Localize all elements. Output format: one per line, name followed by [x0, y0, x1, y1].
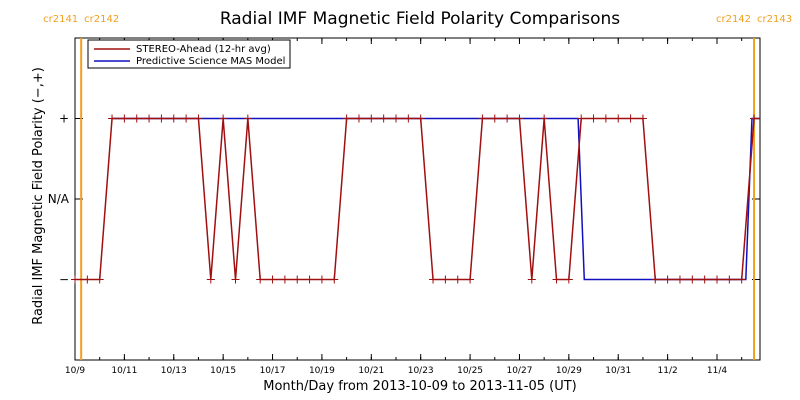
- x-tick-label: 11/2: [658, 366, 678, 376]
- x-tick-label: 10/15: [210, 366, 236, 376]
- y-axis-ticks: − N/A +: [48, 112, 760, 287]
- data-point-stereo: [750, 114, 759, 123]
- data-point-stereo: [713, 275, 721, 284]
- carrington-label-left: cr2142: [716, 14, 751, 25]
- data-point-stereo: [256, 275, 265, 284]
- data-point-stereo: [675, 275, 684, 284]
- carrington-label-left: cr2141: [43, 14, 78, 25]
- data-point-stereo: [478, 114, 487, 123]
- x-tick-label: 10/29: [556, 366, 582, 376]
- data-point-stereo: [540, 114, 549, 123]
- data-point-stereo: [71, 275, 79, 284]
- data-point-stereo: [441, 275, 450, 284]
- legend-label-mas: Predictive Science MAS Model: [136, 56, 285, 67]
- data-point-stereo: [379, 114, 388, 123]
- data-point-stereo: [194, 114, 203, 123]
- data-point-stereo: [404, 114, 413, 123]
- chart-title: Radial IMF Magnetic Field Polarity Compa…: [220, 9, 620, 29]
- data-point-stereo: [552, 275, 561, 284]
- x-axis-label: Month/Day from 2013-10-09 to 2013-11-05 …: [263, 379, 576, 394]
- data-point-stereo: [95, 275, 104, 284]
- x-tick-label: 10/13: [161, 366, 187, 376]
- data-point-stereo: [429, 275, 438, 284]
- x-tick-label: 10/11: [111, 366, 137, 376]
- data-point-stereo: [317, 275, 326, 284]
- data-point-stereo: [342, 114, 351, 123]
- data-point-stereo: [577, 114, 586, 123]
- data-point-stereo: [132, 114, 141, 123]
- data-point-stereo: [737, 275, 746, 284]
- data-point-stereo: [145, 114, 154, 123]
- x-tick-label: 10/17: [260, 366, 286, 376]
- data-point-stereo: [120, 114, 129, 123]
- data-point-stereo: [453, 275, 462, 284]
- series-layer: [71, 114, 760, 284]
- x-tick-label: 10/27: [506, 366, 532, 376]
- data-point-stereo: [108, 114, 117, 123]
- data-point-stereo: [416, 114, 425, 123]
- x-tick-label: 11/4: [707, 366, 727, 376]
- data-point-stereo: [515, 114, 524, 123]
- data-point-stereo: [503, 114, 512, 123]
- plot-frame: [74, 37, 761, 361]
- data-point-stereo: [626, 114, 635, 123]
- data-point-stereo: [589, 114, 598, 123]
- x-tick-label: 10/25: [457, 366, 483, 376]
- data-point-stereo: [182, 114, 191, 123]
- data-point-stereo: [330, 275, 339, 284]
- data-point-stereo: [564, 275, 573, 284]
- y-tick-label: +: [59, 112, 69, 126]
- data-point-stereo: [466, 275, 475, 284]
- data-point-stereo: [651, 275, 660, 284]
- data-point-stereo: [219, 114, 228, 123]
- data-point-stereo: [688, 275, 697, 284]
- legend-label-stereo: STEREO-Ahead (12-hr avg): [136, 44, 271, 55]
- data-point-stereo: [169, 114, 178, 123]
- data-point-stereo: [83, 275, 92, 284]
- data-point-stereo: [206, 275, 215, 284]
- data-point-stereo: [293, 275, 302, 284]
- legend-box: [87, 39, 291, 69]
- x-axis-ticks: 10/9 10/11 10/13 10/15 10/17 10/19 10/21 10/23 1…: [65, 38, 743, 376]
- data-point-stereo: [354, 114, 363, 123]
- data-point-stereo: [700, 275, 709, 284]
- data-point-stereo: [663, 275, 672, 284]
- data-point-stereo: [601, 114, 610, 123]
- y-axis-label: Radial IMF Magnetic Field Polarity (−,+): [31, 67, 46, 325]
- y-tick-label: N/A: [48, 192, 70, 206]
- x-tick-label: 10/19: [309, 366, 335, 376]
- x-tick-label: 10/21: [358, 366, 384, 376]
- x-tick-label: 10/23: [408, 366, 434, 376]
- data-point-stereo: [280, 275, 289, 284]
- data-point-stereo: [305, 275, 314, 284]
- data-point-stereo: [614, 114, 623, 123]
- data-point-stereo: [157, 114, 166, 123]
- data-point-stereo: [638, 114, 647, 123]
- x-tick-label: 10/31: [605, 366, 631, 376]
- carrington-markers: [80, 38, 756, 360]
- carrington-label-right: cr2143: [757, 14, 792, 25]
- series-line-stereo: [75, 117, 760, 281]
- data-point-stereo: [243, 114, 252, 123]
- data-point-stereo: [527, 275, 536, 284]
- data-point-stereo: [367, 114, 376, 123]
- carrington-rotation-labels: cr2141 cr2142 cr2142 cr2143: [43, 14, 792, 25]
- data-point-stereo: [490, 114, 499, 123]
- data-point-stereo: [725, 275, 734, 284]
- y-tick-label: −: [59, 273, 69, 287]
- data-point-stereo: [231, 275, 240, 284]
- x-tick-label: 10/9: [65, 366, 85, 376]
- data-point-stereo: [268, 275, 277, 284]
- data-point-stereo: [392, 114, 400, 123]
- legend: STEREO-Ahead (12-hr avg) Predictive Scie…: [87, 39, 291, 69]
- carrington-label-right: cr2142: [84, 14, 119, 25]
